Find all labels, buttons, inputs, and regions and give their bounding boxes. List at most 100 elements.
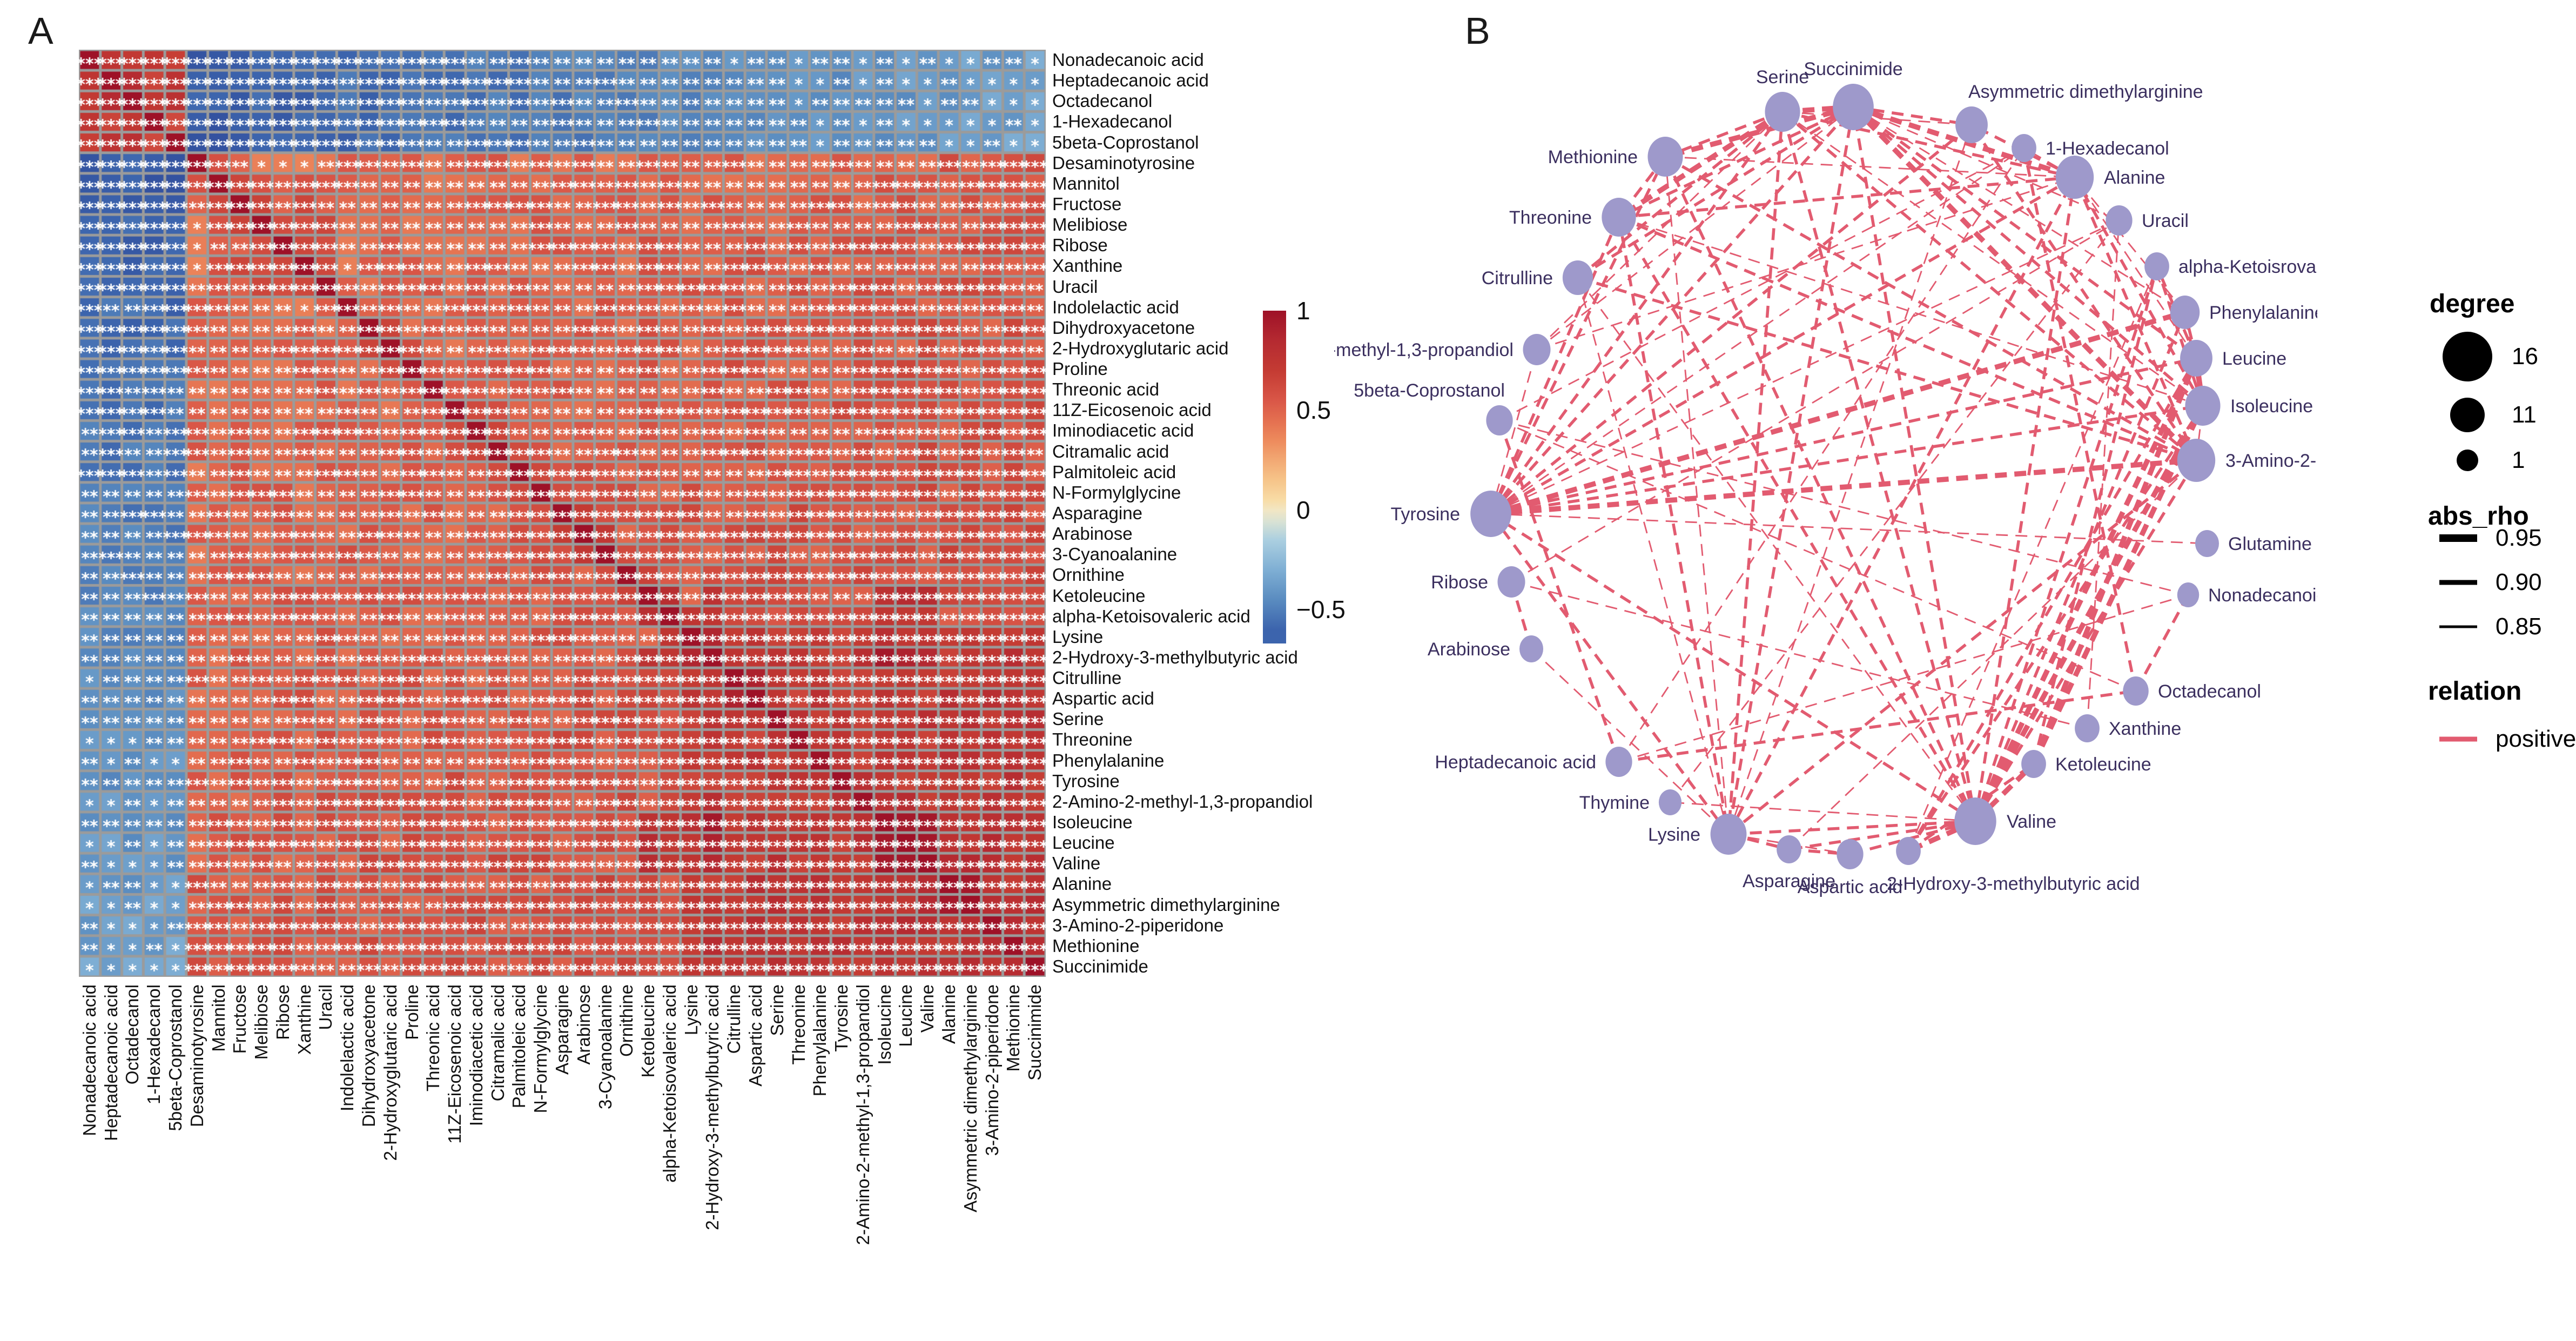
network-edge bbox=[1577, 105, 1854, 279]
row-label: Fructose bbox=[1052, 194, 1122, 214]
row-label: 11Z-Eicosenoic acid bbox=[1052, 400, 1212, 420]
network-node bbox=[2144, 252, 2169, 280]
network-node bbox=[2123, 676, 2149, 706]
column-label: Citrulline bbox=[724, 984, 744, 1054]
network-edge bbox=[1531, 648, 1729, 835]
network-node bbox=[2075, 714, 2100, 742]
network-node bbox=[1837, 839, 1864, 869]
network-edge bbox=[1727, 459, 2197, 836]
panel-b-letter: B bbox=[1465, 10, 1490, 52]
network-edge bbox=[1577, 276, 2197, 462]
column-label: 3-Cyanoalanine bbox=[595, 984, 615, 1110]
row-label: Heptadecanoic acid bbox=[1052, 70, 1209, 91]
row-label: 1-Hexadecanol bbox=[1052, 111, 1172, 132]
network-edge bbox=[1728, 820, 1976, 836]
network-edge bbox=[1973, 762, 2036, 823]
network-node-label: Succinimide bbox=[1804, 59, 1902, 79]
network-edge bbox=[1974, 177, 2076, 822]
network-edge bbox=[1727, 176, 2076, 835]
abs-rho-legend-line bbox=[2439, 625, 2477, 628]
degree-legend-value: 16 bbox=[2512, 343, 2538, 370]
degree-legend-circle bbox=[2457, 450, 2478, 471]
correlation-heatmap bbox=[79, 50, 1046, 977]
network-edge bbox=[1664, 156, 1730, 835]
row-label: Mannitol bbox=[1052, 173, 1120, 193]
network-node bbox=[1955, 106, 1988, 143]
column-label: Phenylalanine bbox=[810, 984, 830, 1097]
row-label: 2-Amino-2-methyl-1,3-propandiol bbox=[1052, 791, 1313, 812]
network-node bbox=[1777, 835, 1801, 863]
column-label: Ornithine bbox=[616, 984, 637, 1057]
network-edge bbox=[1849, 820, 1976, 856]
network-node-label: Citrulline bbox=[1482, 268, 1553, 289]
network-edge bbox=[1664, 156, 1977, 822]
column-label: 2-Amino-2-methyl-1,3-propandiol bbox=[852, 984, 873, 1245]
column-label: Mannitol bbox=[208, 984, 228, 1052]
network-edge bbox=[1618, 176, 2075, 219]
row-label: Methionine bbox=[1052, 935, 1140, 956]
network-node bbox=[1497, 566, 1525, 598]
network-node bbox=[1523, 334, 1551, 365]
row-label: Octadecanol bbox=[1052, 91, 1153, 111]
column-label: Threonic acid bbox=[423, 984, 443, 1092]
network-edge bbox=[2086, 220, 2120, 729]
column-label: Arabinose bbox=[573, 984, 594, 1065]
column-label: Asymmetric dimethylarginine bbox=[960, 984, 980, 1212]
column-label: Indolelactic acid bbox=[337, 984, 358, 1111]
abs-rho-legend-value: 0.90 bbox=[2496, 569, 2542, 595]
row-label: Dihydroxyacetone bbox=[1052, 317, 1195, 338]
network-node-label: 3-Amino-2-piperidone bbox=[2225, 451, 2317, 471]
network-edge bbox=[2031, 357, 2199, 765]
network-node bbox=[1562, 260, 1593, 295]
network-node bbox=[2177, 439, 2216, 482]
network-edge bbox=[1669, 220, 2120, 803]
network-node-label: Valine bbox=[2007, 812, 2056, 832]
network-edge bbox=[1490, 310, 2186, 517]
column-label: Aspartic acid bbox=[745, 984, 765, 1087]
network-node-label: Uracil bbox=[2142, 211, 2189, 231]
relation-legend-title: relation bbox=[2428, 677, 2522, 706]
network-node bbox=[2177, 582, 2200, 607]
network-edge bbox=[1618, 216, 2197, 462]
column-label: 5beta-Coprostanol bbox=[165, 984, 185, 1131]
column-label: Lysine bbox=[681, 984, 701, 1036]
column-label: alpha-Ketoisovaleric acid bbox=[659, 984, 680, 1183]
row-label: Uracil bbox=[1052, 276, 1098, 297]
network-edge bbox=[1490, 357, 2197, 515]
colorbar-tick: 0.5 bbox=[1296, 396, 1331, 425]
network-edge bbox=[1781, 111, 1977, 822]
network-edge bbox=[1489, 111, 1784, 515]
row-label: Isoleucine bbox=[1052, 812, 1133, 832]
column-label: 1-Hexadecanol bbox=[144, 984, 164, 1104]
network-edge bbox=[1974, 311, 2187, 822]
row-label: Ketoleucine bbox=[1052, 585, 1146, 606]
network-node-label: Alanine bbox=[2104, 167, 2165, 188]
network-edge bbox=[1665, 110, 1783, 158]
row-label: Nonadecanoic acid bbox=[1052, 50, 1204, 70]
column-label: Palmitoleic acid bbox=[509, 984, 529, 1109]
network-edge bbox=[1727, 106, 1855, 835]
network-node bbox=[1658, 789, 1682, 815]
network-edge bbox=[1782, 110, 2075, 179]
network-edge bbox=[1664, 155, 2197, 462]
network-edge bbox=[2073, 176, 2204, 407]
column-label: Alanine bbox=[939, 984, 959, 1044]
network-edge bbox=[1617, 217, 1730, 835]
network-edge bbox=[1781, 110, 2197, 462]
network-edge bbox=[1490, 404, 2203, 515]
network-node bbox=[1896, 837, 1921, 865]
network-node-label: Threonine bbox=[1509, 207, 1592, 228]
column-label: Methionine bbox=[1003, 984, 1024, 1072]
network-edge bbox=[1511, 581, 2088, 729]
row-label: Succinimide bbox=[1052, 956, 1148, 976]
column-label: Uracil bbox=[315, 984, 336, 1030]
network-node-label: Heptadecanoic acid bbox=[1435, 752, 1596, 773]
column-label: Isoleucine bbox=[874, 984, 894, 1065]
network-edge bbox=[1577, 110, 1784, 279]
column-label: Xanthine bbox=[294, 984, 314, 1055]
column-label: Iminodiacetic acid bbox=[466, 984, 486, 1127]
network-edge bbox=[1489, 513, 1730, 835]
colorbar-tick: −0.5 bbox=[1296, 595, 1346, 624]
row-label: N-Formylglycine bbox=[1052, 482, 1181, 502]
